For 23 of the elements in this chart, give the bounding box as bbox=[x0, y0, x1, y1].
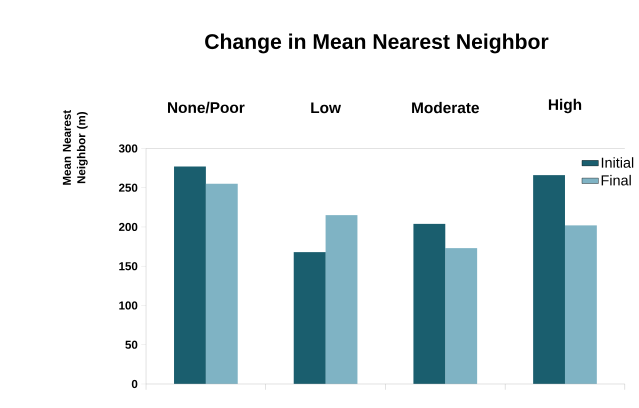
y-tick-label: 50 bbox=[125, 340, 138, 349]
legend-label: Initial bbox=[602, 157, 634, 168]
x-tick-label: High bbox=[548, 98, 582, 114]
bar bbox=[326, 215, 358, 384]
y-tick-label: 200 bbox=[118, 222, 138, 231]
y-tick-label: 100 bbox=[119, 301, 138, 310]
bar bbox=[445, 248, 478, 384]
x-tick-label: Moderate bbox=[412, 102, 479, 114]
y-tick-label: 250 bbox=[118, 183, 138, 192]
legend-label: Final bbox=[602, 174, 631, 186]
y-axis-title: Mean Nearest Neighbor (m) bbox=[62, 110, 88, 185]
chart-title: Change in Mean Nearest Neighbor bbox=[205, 33, 548, 54]
y-tick-label: 150 bbox=[119, 262, 138, 270]
bar bbox=[294, 252, 326, 384]
bar bbox=[206, 184, 238, 384]
x-tick-label: Low bbox=[311, 102, 341, 114]
x-tick-label: None/Poor bbox=[168, 102, 245, 114]
bar bbox=[174, 166, 206, 384]
bar bbox=[533, 174, 565, 384]
y-tick-label: 0 bbox=[132, 380, 138, 388]
bar bbox=[564, 225, 597, 384]
y-tick-label: 300 bbox=[118, 144, 138, 152]
bar bbox=[413, 224, 446, 384]
